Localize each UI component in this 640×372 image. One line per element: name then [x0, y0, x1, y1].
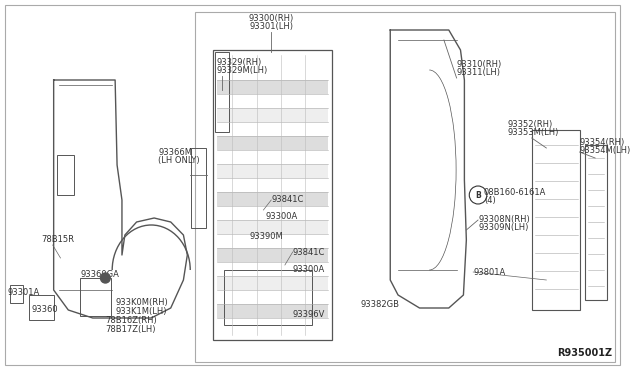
Bar — [29, 295, 54, 320]
Circle shape — [100, 273, 110, 283]
Text: 93329M(LH): 93329M(LH) — [216, 66, 268, 75]
Bar — [586, 145, 607, 300]
Text: 93382GB: 93382GB — [361, 300, 400, 309]
Bar — [216, 304, 328, 318]
Bar — [216, 136, 328, 150]
Text: 93308N(RH): 93308N(RH) — [478, 215, 530, 224]
Text: 93390M: 93390M — [250, 232, 284, 241]
Text: 93354M(LH): 93354M(LH) — [580, 146, 631, 155]
Bar — [216, 80, 328, 94]
Text: 93300(RH): 93300(RH) — [248, 14, 294, 23]
Text: 93300A: 93300A — [266, 212, 298, 221]
Text: 93396V: 93396V — [292, 310, 325, 319]
Bar — [216, 248, 328, 262]
Bar — [532, 130, 580, 310]
Text: 78B16Z(RH): 78B16Z(RH) — [106, 316, 157, 325]
Bar — [216, 220, 328, 234]
Text: 93301(LH): 93301(LH) — [249, 22, 293, 31]
Text: 93841C: 93841C — [271, 195, 303, 204]
Bar — [216, 108, 328, 122]
Bar — [80, 278, 111, 316]
Bar — [212, 50, 332, 340]
Bar — [195, 12, 614, 362]
Bar — [216, 192, 328, 206]
Text: 78B17Z(LH): 78B17Z(LH) — [106, 325, 156, 334]
Bar — [191, 148, 206, 228]
Text: 93300A: 93300A — [292, 265, 325, 274]
Text: 93329(RH): 93329(RH) — [216, 58, 262, 67]
Text: 93353M(LH): 93353M(LH) — [508, 128, 559, 137]
Bar — [225, 270, 312, 325]
Bar — [56, 155, 74, 195]
Text: 933K0M(RH): 933K0M(RH) — [115, 298, 168, 307]
Bar — [216, 164, 328, 178]
Text: 93360GA: 93360GA — [80, 270, 119, 279]
Text: 93310(RH): 93310(RH) — [456, 60, 502, 69]
Text: 93841C: 93841C — [292, 248, 325, 257]
Text: 78B15R: 78B15R — [41, 235, 74, 244]
Text: B: B — [475, 190, 481, 199]
Text: R935001Z: R935001Z — [557, 348, 612, 358]
Text: 93801A: 93801A — [473, 268, 506, 277]
Text: (4): (4) — [484, 196, 495, 205]
Text: 08B160-6161A: 08B160-6161A — [484, 188, 547, 197]
Text: 933K1M(LH): 933K1M(LH) — [115, 307, 166, 316]
Text: 93366M: 93366M — [158, 148, 192, 157]
Text: 93360: 93360 — [31, 305, 58, 314]
Bar — [10, 285, 24, 303]
Text: 93309N(LH): 93309N(LH) — [478, 223, 529, 232]
Text: 93301A: 93301A — [8, 288, 40, 297]
Bar — [214, 52, 229, 132]
Bar — [216, 276, 328, 290]
Text: 93352(RH): 93352(RH) — [508, 120, 552, 129]
Text: (LH ONLY): (LH ONLY) — [158, 156, 200, 165]
Text: 93311(LH): 93311(LH) — [456, 68, 500, 77]
Text: 93354(RH): 93354(RH) — [580, 138, 625, 147]
